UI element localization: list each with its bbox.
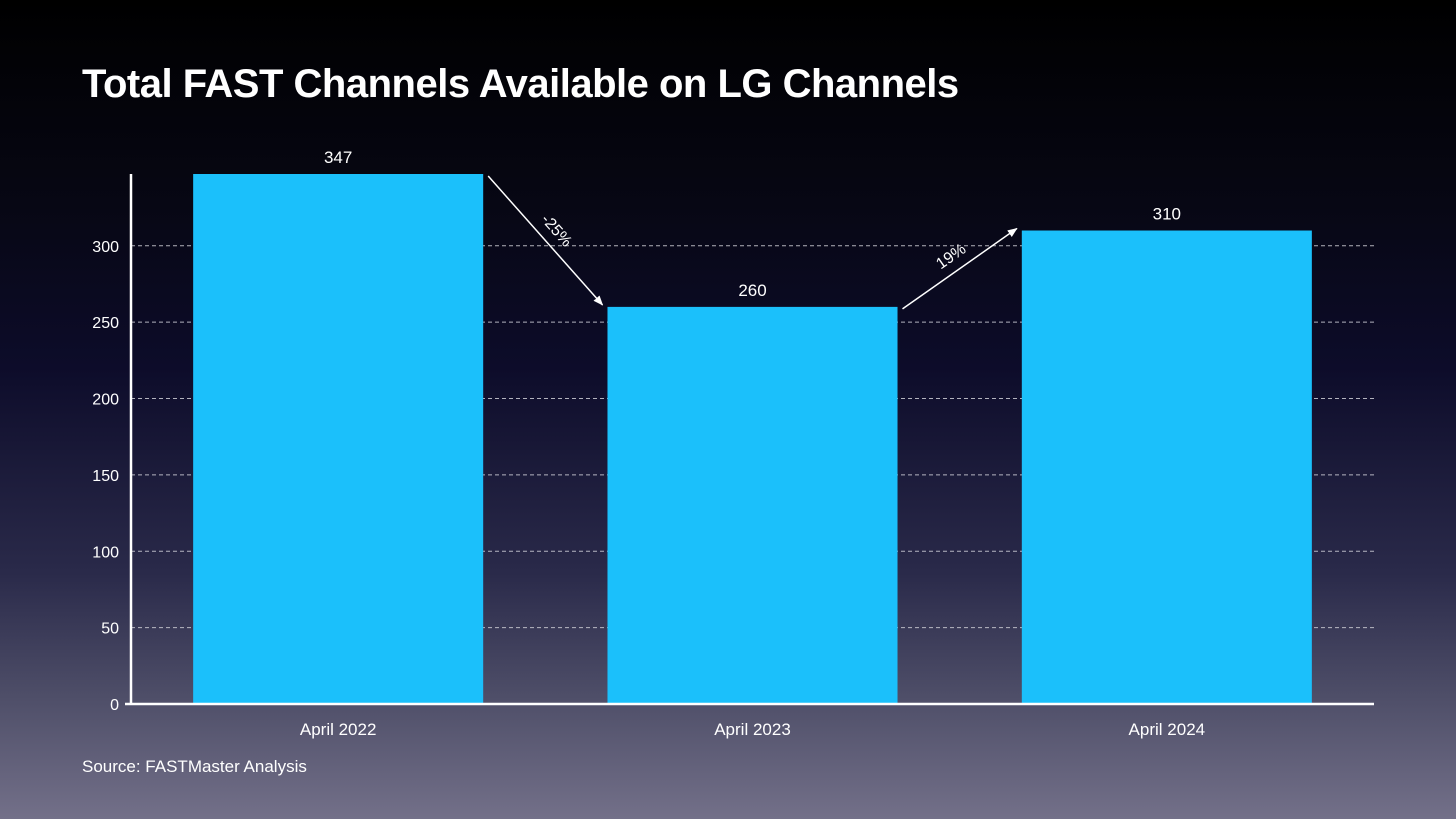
change-label: -25%: [537, 211, 575, 250]
bar-april-2023: [607, 306, 898, 704]
y-tick-label: 0: [110, 697, 119, 714]
y-tick-label: 50: [101, 621, 119, 638]
bars: [193, 174, 1312, 704]
y-tick-label: 150: [92, 468, 119, 485]
bar-value-label: 260: [738, 281, 766, 300]
bar-value-label: 347: [324, 148, 352, 167]
y-tick-label: 100: [92, 544, 119, 561]
y-tick-label: 200: [92, 392, 119, 409]
y-tick-label: 300: [92, 239, 119, 256]
y-tick-label: 250: [92, 315, 119, 332]
chart-title: Total FAST Channels Available on LG Chan…: [82, 62, 959, 106]
bar-april-2022: [193, 174, 484, 704]
axes: [125, 174, 1374, 706]
x-tick-label: April 2022: [300, 720, 377, 739]
x-tick-label: April 2023: [714, 720, 791, 739]
x-tick-label: April 2024: [1129, 720, 1206, 739]
change-arrow: [487, 175, 604, 306]
change-arrow: [902, 227, 1018, 310]
bar-value-label: 310: [1153, 205, 1181, 224]
source-note: Source: FASTMaster Analysis: [82, 757, 307, 776]
labels: 0 50 100 150 200 250 300 347 April 2022 260 April …: [92, 148, 1205, 739]
bar-april-2024: [1021, 230, 1312, 704]
